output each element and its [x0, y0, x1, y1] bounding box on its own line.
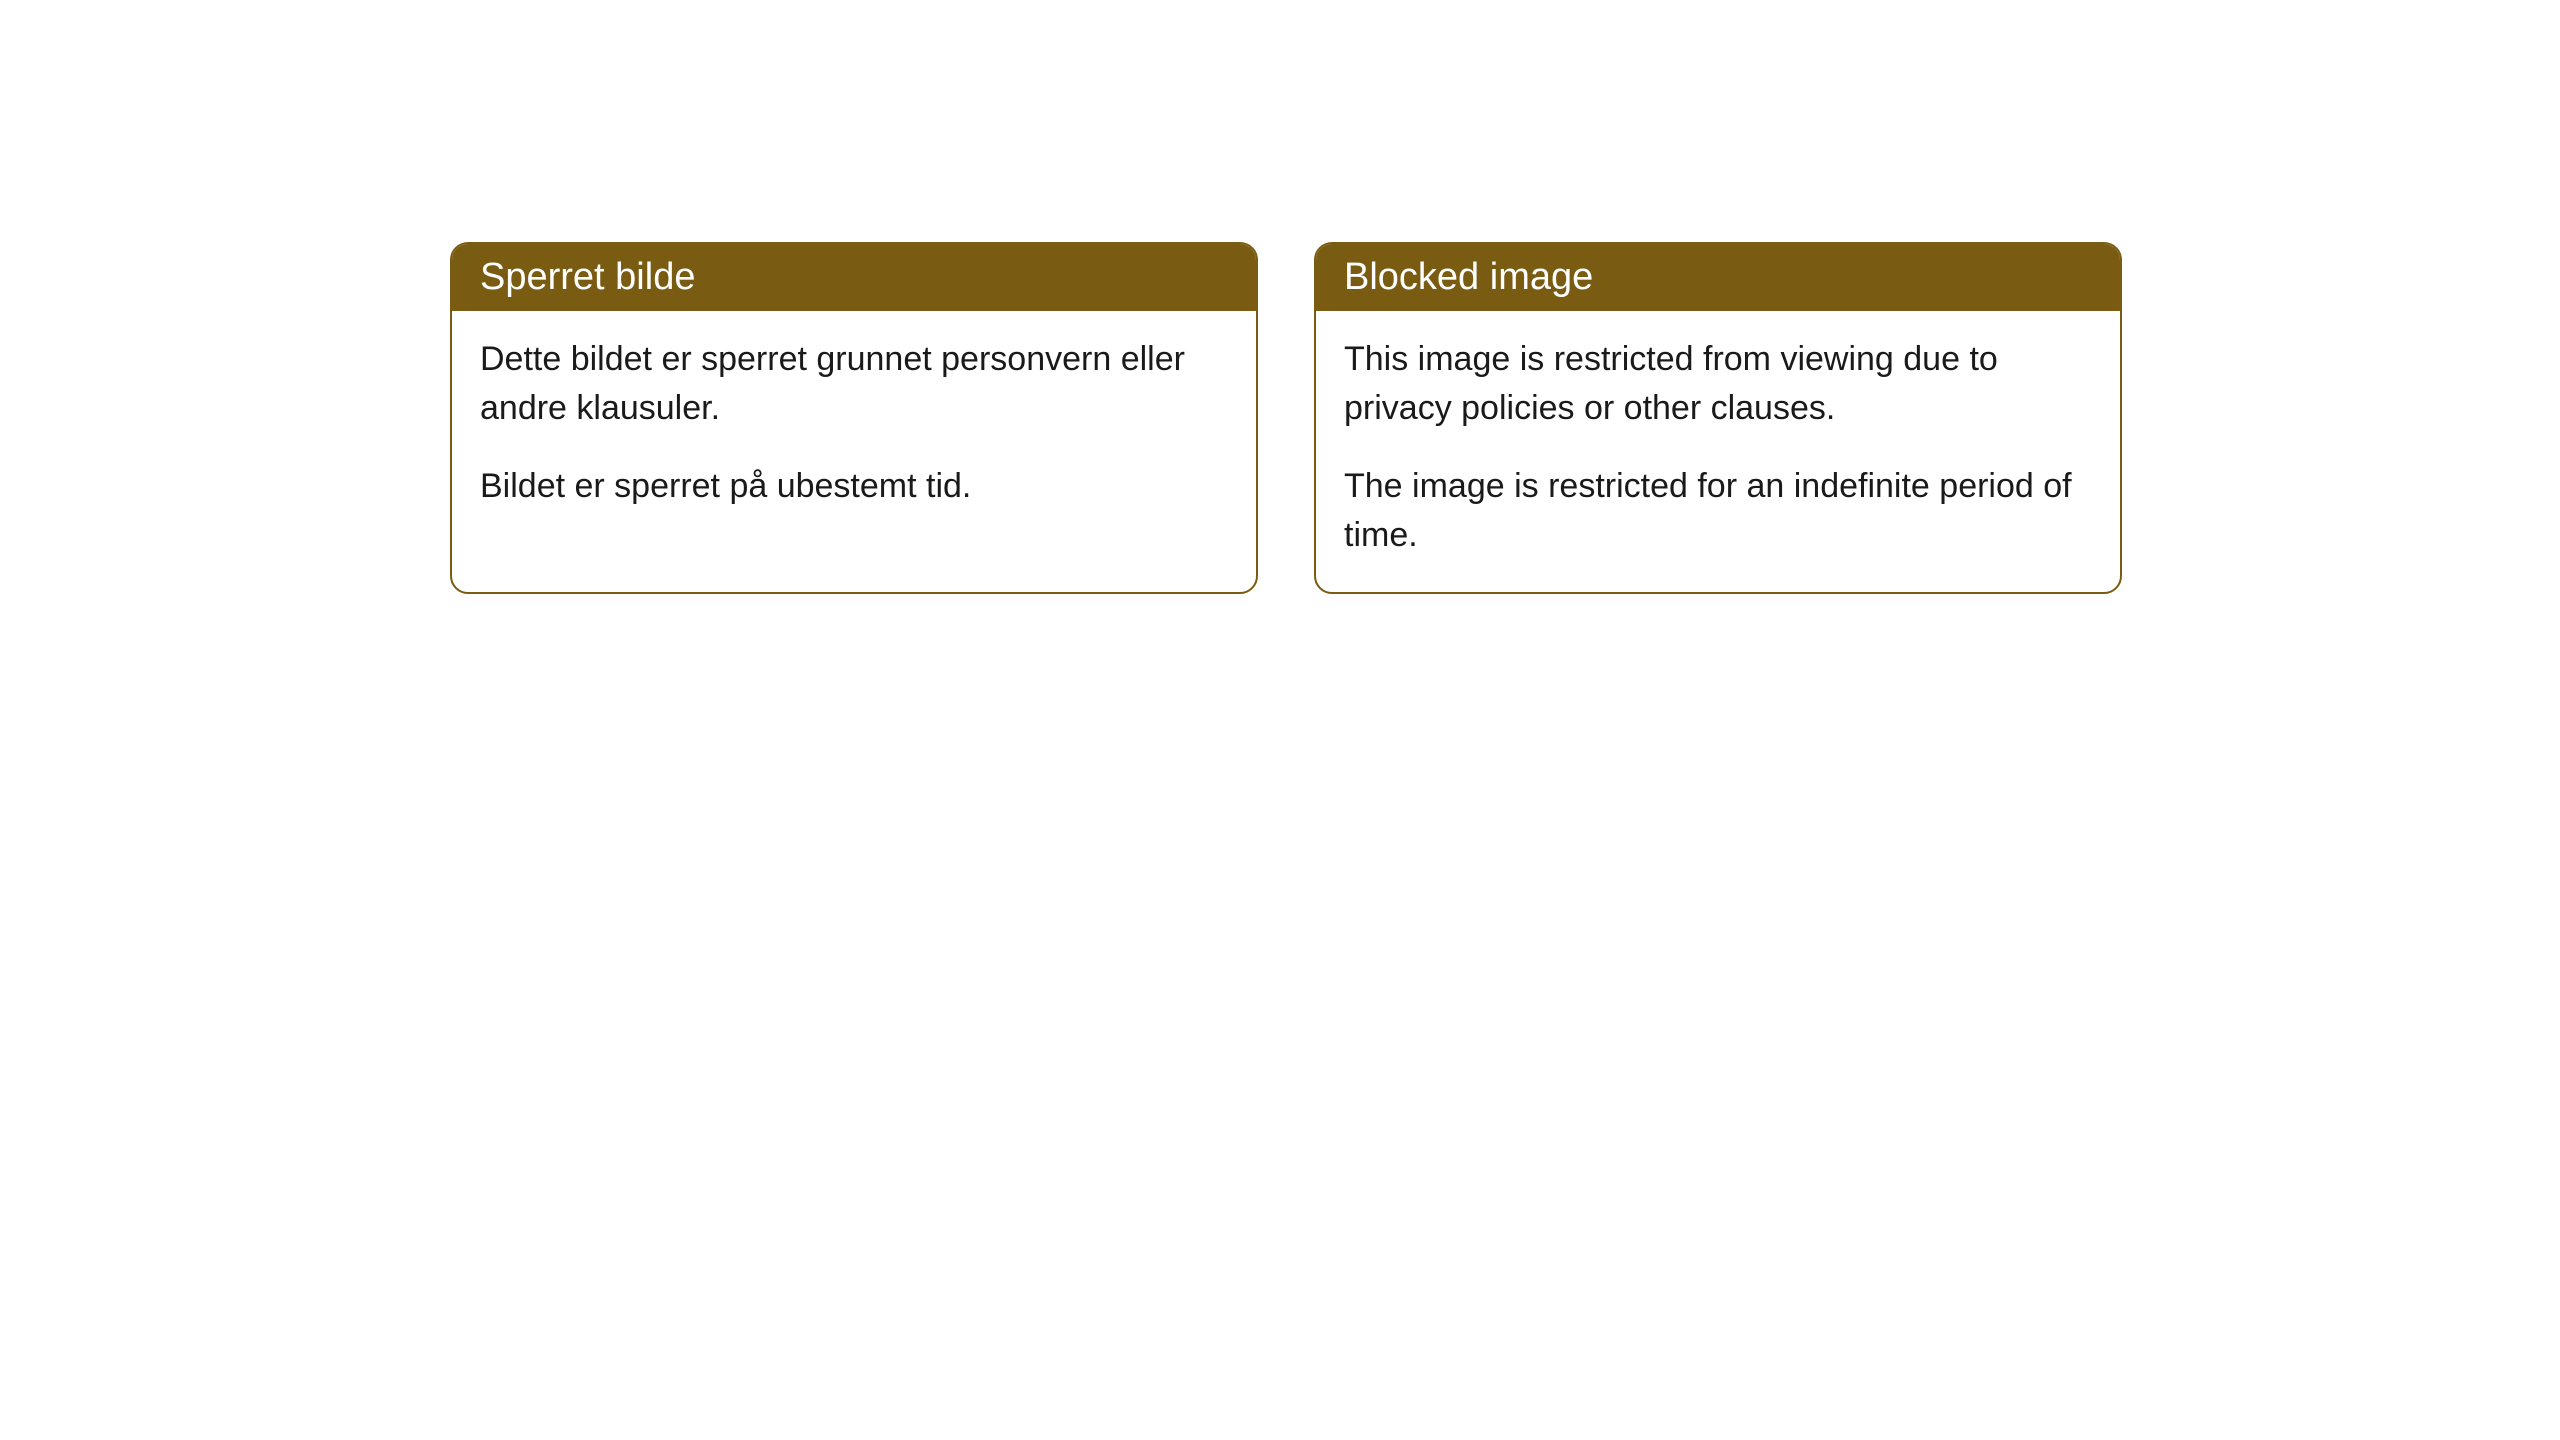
notice-header: Blocked image — [1316, 244, 2120, 311]
notice-paragraph: This image is restricted from viewing du… — [1344, 335, 2092, 434]
notice-paragraph: Dette bildet er sperret grunnet personve… — [480, 335, 1228, 434]
notice-container: Sperret bilde Dette bildet er sperret gr… — [450, 242, 2122, 594]
notice-body: This image is restricted from viewing du… — [1316, 311, 2120, 592]
notice-header: Sperret bilde — [452, 244, 1256, 311]
notice-title: Blocked image — [1344, 256, 1593, 298]
notice-paragraph: The image is restricted for an indefinit… — [1344, 462, 2092, 561]
notice-title: Sperret bilde — [480, 256, 695, 298]
notice-body: Dette bildet er sperret grunnet personve… — [452, 311, 1256, 543]
notice-paragraph: Bildet er sperret på ubestemt tid. — [480, 462, 1228, 511]
notice-card-english: Blocked image This image is restricted f… — [1314, 242, 2122, 594]
notice-card-norwegian: Sperret bilde Dette bildet er sperret gr… — [450, 242, 1258, 594]
